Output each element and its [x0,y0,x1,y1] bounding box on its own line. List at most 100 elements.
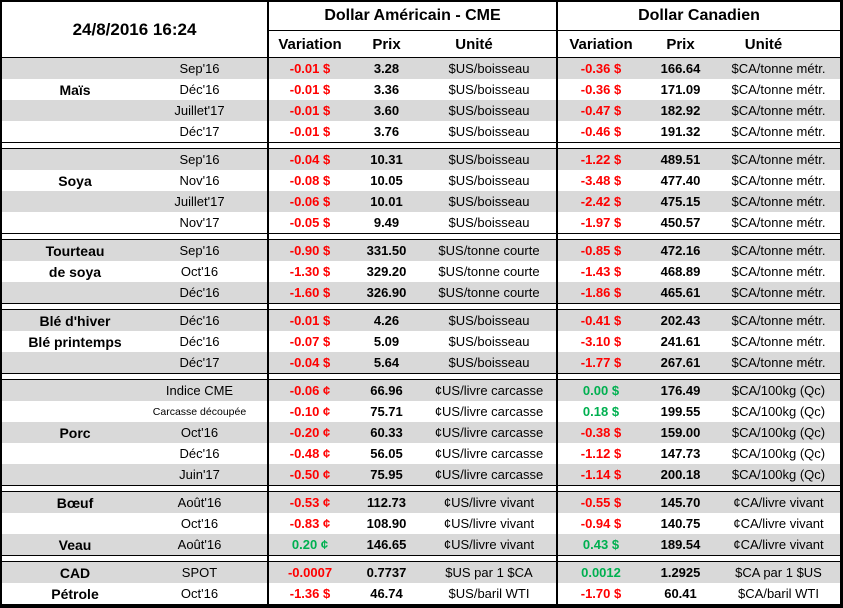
table-row: Juillet'17 -0.01 $ 3.60 $US/boisseau -0.47 $… [2,100,840,121]
group-separator [2,303,840,310]
commodity-label [2,352,132,373]
contract-month: Déc'16 [179,446,220,461]
table-row: Blé printemps Déc'16 -0.07 $ 5.09 $US/boisse… [2,331,840,352]
ca-unit: $CA/100kg (Qc) [731,446,826,461]
us-variation: -1.36 $ [267,583,351,604]
contract-month: SPOT [181,565,218,580]
commodity-label [2,100,132,121]
ca-price: 267.61 [660,355,701,370]
us-unit: $US/boisseau [448,313,530,328]
commodity-label: Porc [59,424,91,441]
ca-price: 450.57 [660,215,701,230]
commodity-label [2,212,132,233]
commodity-label: Blé d'hiver [39,312,111,329]
contract-month: Déc'16 [179,313,220,328]
ca-variation: -0.47 $ [556,100,644,121]
commodity-label: Blé printemps [28,333,122,350]
contract-month: Juillet'17 [174,103,225,118]
commodity-label [2,121,132,142]
us-unit: $US/boisseau [448,61,530,76]
group-separator [2,555,840,562]
ca-variation: -0.38 $ [556,422,644,443]
ca-variation: -1.77 $ [556,352,644,373]
commodity-group: Sep'16 -0.04 $ 10.31 $US/boisseau -1.22 $ 489… [2,149,840,233]
contract-month: Oct'16 [180,516,219,531]
table-row: Veau Août'16 0.20 ¢ 146.65 ¢US/livre vivant 0… [2,534,840,555]
us-unit: $US/boisseau [448,355,530,370]
ca-unit: $CA/tonne métr. [731,264,826,279]
us-unit: ¢US/livre vivant [443,495,535,510]
us-price: 75.71 [370,404,403,419]
us-variation: -1.60 $ [267,282,351,303]
table-row: Tourteau Sep'16 -0.90 $ 331.50 $US/tonne cou… [2,240,840,261]
ca-unit: ¢CA/livre vivant [733,537,824,552]
contract-month: Oct'16 [180,586,219,601]
us-variation: -0.01 $ [267,79,351,100]
ca-col-header-prix: Prix [666,35,695,53]
ca-variation: -3.10 $ [556,331,644,352]
commodity-group: Bœuf Août'16 -0.53 ¢ 112.73 ¢US/livre vivant… [2,492,840,555]
us-variation: -0.01 $ [267,100,351,121]
contract-month: Déc'17 [179,124,220,139]
us-unit: ¢US/livre carcasse [434,446,544,461]
us-variation: -0.10 ¢ [267,401,351,422]
ca-variation: -0.36 $ [556,58,644,79]
ca-unit: ¢CA/livre vivant [733,516,824,531]
us-variation: -0.06 ¢ [267,380,351,401]
ca-price: 189.54 [660,537,701,552]
table-row: Juillet'17 -0.06 $ 10.01 $US/boisseau -2.42 … [2,191,840,212]
commodity-label [2,443,132,464]
us-price: 4.26 [373,313,400,328]
table-row: Porc Oct'16 -0.20 ¢ 60.33 ¢US/livre carcasse… [2,422,840,443]
us-price: 0.7737 [366,565,407,580]
us-unit: ¢US/livre vivant [443,516,535,531]
table-row: Nov'17 -0.05 $ 9.49 $US/boisseau -1.97 $ 450.… [2,212,840,233]
ca-unit: $CA par 1 $US [735,565,822,580]
ca-unit: $CA/tonne métr. [731,215,826,230]
ca-unit: $CA/tonne métr. [731,334,826,349]
ca-unit: $CA/100kg (Qc) [731,383,826,398]
ca-unit: $CA/tonne métr. [731,194,826,209]
ca-price: 241.61 [660,334,701,349]
us-price: 3.60 [373,103,400,118]
contract-month: Août'16 [177,537,222,552]
us-price: 10.01 [370,194,403,209]
ca-variation: 0.43 $ [556,534,644,555]
contract-month: Sep'16 [179,61,220,76]
commodity-label [2,380,132,401]
ca-unit: $CA/baril WTI [738,586,819,601]
contract-month: Carcasse découpée [152,405,247,418]
ca-price: 182.92 [660,103,701,118]
ca-variation: -0.85 $ [556,240,644,261]
us-price: 5.64 [373,355,400,370]
table-row: Déc'16 -0.48 ¢ 56.05 ¢US/livre carcasse -1.1… [2,443,840,464]
us-unit: $US/boisseau [448,194,530,209]
ca-price: 465.61 [660,285,701,300]
contract-month: Déc'16 [179,285,220,300]
ca-variation: -1.22 $ [556,149,644,170]
us-price: 9.49 [373,215,400,230]
us-variation: -0.20 ¢ [267,422,351,443]
table-body: Sep'16 -0.01 $ 3.28 $US/boisseau -0.36 $ 166.… [2,58,840,604]
us-col-header-variation: Variation [278,35,342,53]
ca-unit: $CA/tonne métr. [731,173,826,188]
group-separator [2,373,840,380]
commodity-label: Tourteau [45,242,105,259]
ca-subheader-row: Variation Prix Unité [558,30,840,57]
ca-variation: -0.41 $ [556,310,644,331]
us-col-header-prix: Prix [372,35,401,53]
ca-unit: $CA/100kg (Qc) [731,404,826,419]
us-section-title: Dollar Américain - CME [324,7,501,24]
us-unit: ¢US/livre vivant [443,537,535,552]
commodity-label [2,149,132,170]
ca-price: 200.18 [660,467,701,482]
table-row: Carcasse découpée -0.10 ¢ 75.71 ¢US/livre c… [2,401,840,422]
group-separator [2,233,840,240]
ca-unit: $CA/tonne métr. [731,124,826,139]
us-unit: ¢US/livre carcasse [434,404,544,419]
ca-variation: -1.14 $ [556,464,644,485]
table-row: Bœuf Août'16 -0.53 ¢ 112.73 ¢US/livre vivant… [2,492,840,513]
table-row: Oct'16 -0.83 ¢ 108.90 ¢US/livre vivant -0.94… [2,513,840,534]
contract-month: Nov'16 [179,173,220,188]
us-variation: 0.20 ¢ [267,534,351,555]
